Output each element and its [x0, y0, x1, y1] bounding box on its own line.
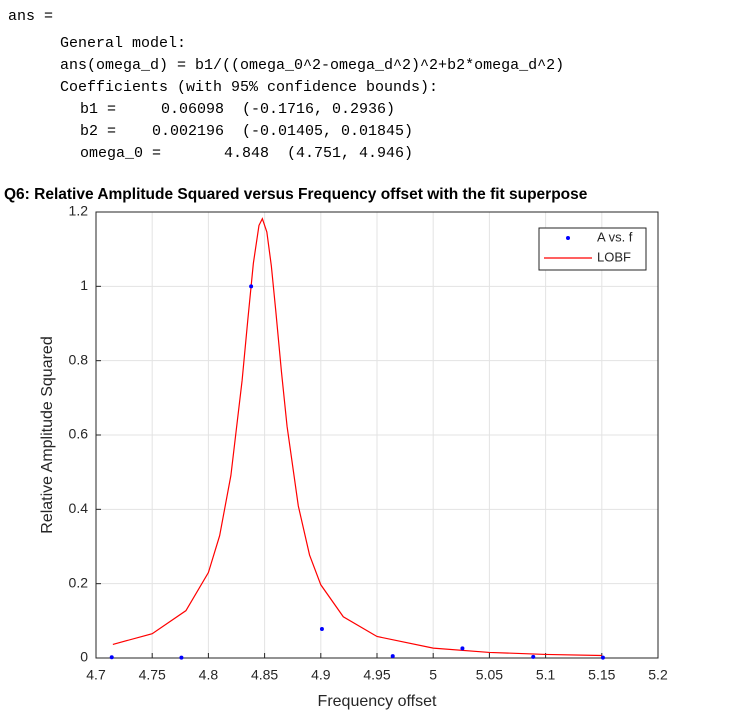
x-tick-label: 5.15: [588, 667, 615, 683]
x-tick-label: 5: [429, 667, 437, 683]
x-axis-label: Frequency offset: [318, 693, 437, 710]
plot-frame: [95, 211, 659, 659]
x-tick-label: 4.75: [139, 667, 166, 683]
x-tick-label: 4.8: [199, 667, 219, 683]
console-line: ans =: [8, 8, 54, 25]
x-tick-label: 5.1: [536, 667, 556, 683]
console-line: omega_0 = 4.848 (4.751, 4.946): [80, 145, 414, 162]
data-point: [179, 655, 184, 660]
x-tick-label: 4.85: [251, 667, 278, 683]
y-tick-label: 0.8: [69, 351, 89, 367]
y-tick-label: 0.2: [69, 574, 89, 590]
y-tick-label: 0.4: [69, 500, 89, 516]
x-tick-label: 4.7: [86, 667, 106, 683]
data-point: [600, 655, 605, 660]
legend-label: LOBF: [597, 249, 631, 264]
legend-box: [538, 227, 647, 271]
legend-marker: [566, 236, 570, 240]
data-point: [460, 646, 465, 651]
console-line: b1 = 0.06098 (-0.1716, 0.2936): [80, 101, 396, 118]
x-tick-label: 4.9: [311, 667, 331, 683]
data-point: [249, 284, 254, 289]
y-tick-label: 1: [80, 277, 88, 293]
x-tick-label: 5.05: [476, 667, 503, 683]
data-point: [531, 654, 536, 659]
console-line: ans(omega_d) = b1/((omega_0^2-omega_d^2)…: [60, 57, 565, 74]
x-tick-label: 5.2: [648, 667, 668, 683]
console-line: Coefficients (with 95% confidence bounds…: [60, 79, 439, 96]
x-tick-label: 4.95: [363, 667, 390, 683]
fit-line: [112, 217, 602, 657]
y-axis-label: Relative Amplitude Squared: [39, 336, 56, 533]
chart-title: Q6: Relative Amplitude Squared versus Fr…: [4, 186, 588, 203]
y-tick-label: 0.6: [69, 426, 89, 442]
legend-label: A vs. f: [597, 229, 633, 244]
console-line: b2 = 0.002196 (-0.01405, 0.01845): [80, 123, 414, 140]
data-point: [319, 627, 324, 632]
y-tick-label: 1.2: [69, 203, 89, 219]
data-point: [390, 654, 395, 659]
data-point: [109, 655, 114, 660]
console-line: General model:: [60, 35, 187, 52]
y-tick-label: 0: [80, 649, 88, 665]
